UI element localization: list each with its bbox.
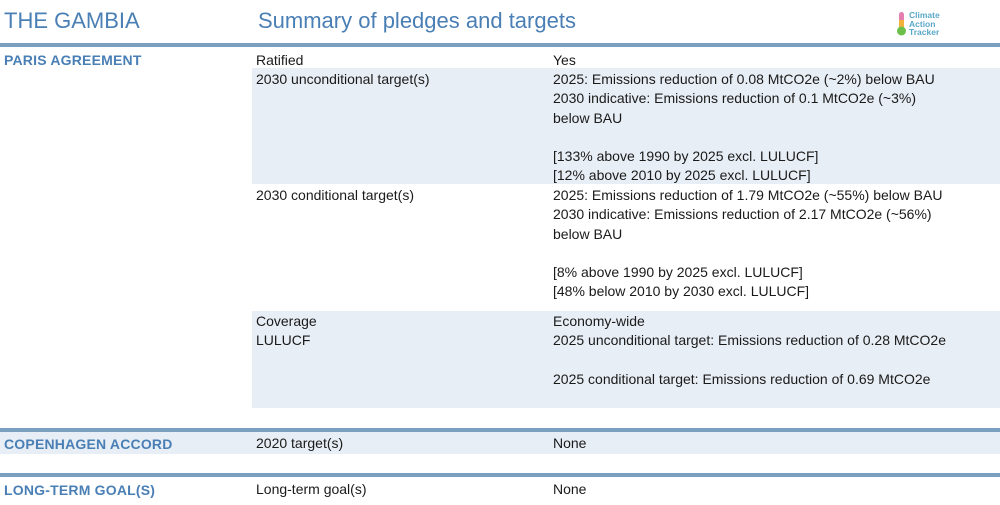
value-line	[553, 350, 946, 369]
thermometer-icon	[897, 12, 906, 36]
row-shade	[252, 311, 1000, 330]
value-line: 2025 conditional target: Emissions reduc…	[553, 370, 931, 387]
value-line	[553, 244, 942, 263]
value-line: below BAU	[553, 109, 623, 126]
value-line	[553, 128, 935, 147]
row-value-conditional-target: 2025: Emissions reduction of 1.79 MtCO2e…	[553, 186, 942, 302]
value-line: [48% below 2010 by 2030 excl. LULUCF]	[553, 283, 810, 300]
value-line: 2025 unconditional target: Emissions red…	[553, 332, 947, 348]
value-line: 2025: Emissions reduction of 1.79 MtCO2e…	[553, 187, 943, 203]
row-value-long-term-goal: None	[553, 480, 586, 499]
value-line: [8% above 1990 by 2025 excl. LULUCF]	[553, 264, 803, 281]
value-line: 2030 indicative: Emissions reduction of …	[553, 90, 917, 107]
value-line: None	[553, 435, 587, 451]
row-value-unconditional-target: 2025: Emissions reduction of 0.08 MtCO2e…	[553, 70, 935, 186]
section-label-long-term-goal: LONG-TERM GOAL(S)	[4, 482, 156, 498]
section-label-copenhagen-accord: COPENHAGEN ACCORD	[4, 436, 173, 452]
row-label-lulucf: LULUCF	[256, 332, 311, 348]
country-name: THE GAMBIA	[4, 8, 140, 33]
value-line: 2025: Emissions reduction of 0.08 MtCO2e…	[553, 71, 935, 87]
row-label-unconditional-target: 2030 unconditional target(s)	[256, 71, 430, 87]
value-line: [133% above 1990 by 2025 excl. LULUCF]	[553, 148, 819, 165]
row-shade	[0, 432, 1000, 454]
value-line: 2030 indicative: Emissions reduction of …	[553, 206, 932, 223]
section-divider	[0, 473, 1000, 477]
row-label-ratified: Ratified	[256, 52, 304, 68]
row-label-long-term-goal: Long-term goal(s)	[256, 481, 367, 497]
value-line: Yes	[553, 52, 576, 68]
section-divider	[0, 43, 1000, 47]
row-label-conditional-target: 2030 conditional target(s)	[256, 187, 414, 203]
climate-action-tracker-logo: Climate Action Tracker	[895, 9, 965, 39]
logo-line: Tracker	[909, 27, 940, 37]
value-line: [12% above 2010 by 2025 excl. LULUCF]	[553, 167, 811, 184]
value-line: Economy-wide	[553, 313, 645, 329]
page-title: Summary of pledges and targets	[258, 8, 576, 33]
row-shade	[252, 330, 1000, 408]
logo-line: Climate	[909, 10, 940, 20]
value-line: None	[553, 481, 587, 497]
row-value-ratified: Yes	[553, 51, 576, 70]
section-label-paris-agreement: PARIS AGREEMENT	[4, 52, 142, 68]
row-label-2020-target: 2020 target(s)	[256, 435, 344, 451]
logo-line: Action	[909, 18, 936, 29]
row-value-lulucf: 2025 unconditional target: Emissions red…	[553, 331, 946, 389]
row-label-coverage: Coverage	[256, 313, 317, 329]
row-value-coverage: Economy-wide	[553, 312, 645, 331]
row-shade	[252, 68, 1000, 184]
section-divider	[0, 428, 1000, 432]
value-line: below BAU	[553, 225, 623, 242]
row-value-2020-target: None	[553, 434, 586, 453]
